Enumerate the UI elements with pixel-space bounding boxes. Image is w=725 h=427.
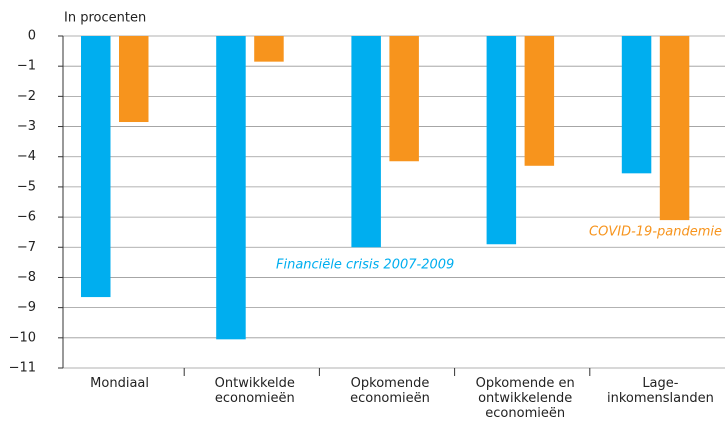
x-tick-label: Opkomende economieën	[350, 376, 430, 406]
bar	[119, 36, 149, 123]
y-tick-label: −7	[17, 240, 36, 255]
x-tick-label-line: economieën	[350, 391, 430, 406]
y-tick-label: −11	[9, 361, 36, 376]
bar	[254, 36, 284, 62]
x-tick-label-line: Mondiaal	[90, 376, 149, 391]
bar	[81, 36, 111, 298]
x-tick-label-line: Lage-	[642, 376, 678, 391]
x-tick-label: Ontwikkelde economieën	[215, 376, 295, 406]
bar	[621, 36, 652, 174]
series-label: COVID-19-pandemie	[589, 225, 722, 240]
y-tick-label: −8	[17, 270, 36, 285]
y-tick-label: −4	[17, 149, 36, 164]
y-tick-label: −9	[17, 300, 36, 315]
x-tick-label-line: ontwikkelende	[478, 391, 572, 406]
x-tick-label-line: economieën	[485, 406, 565, 421]
bar	[351, 36, 381, 248]
y-tick-label: −2	[17, 89, 36, 104]
y-tick-label: −6	[17, 210, 36, 225]
series-label: Financiële crisis 2007-2009	[276, 258, 454, 273]
y-tick-label: 0	[28, 29, 36, 44]
x-tick-label: Lage-inkomenslanden	[607, 376, 714, 406]
y-tick-label: −1	[17, 59, 36, 74]
x-tick-label-line: Opkomende	[351, 376, 430, 391]
x-tick-label-line: inkomenslanden	[607, 391, 714, 406]
bar	[216, 36, 246, 340]
bar	[524, 36, 555, 166]
x-tick-label: Opkomende en ontwikkelende economieën	[476, 376, 575, 421]
y-tick-label: −10	[9, 330, 36, 345]
x-tick-label-line: Opkomende en	[476, 376, 575, 391]
y-tick-label: −5	[17, 179, 36, 194]
x-tick-label-line: Ontwikkelde	[215, 376, 295, 391]
bar	[389, 36, 419, 162]
bar	[659, 36, 690, 221]
x-tick-label: Mondiaal	[90, 376, 149, 391]
bar	[486, 36, 517, 245]
y-tick-label: −3	[17, 119, 36, 134]
x-tick-label-line: economieën	[215, 391, 295, 406]
y-axis-label: In procenten	[64, 11, 146, 26]
